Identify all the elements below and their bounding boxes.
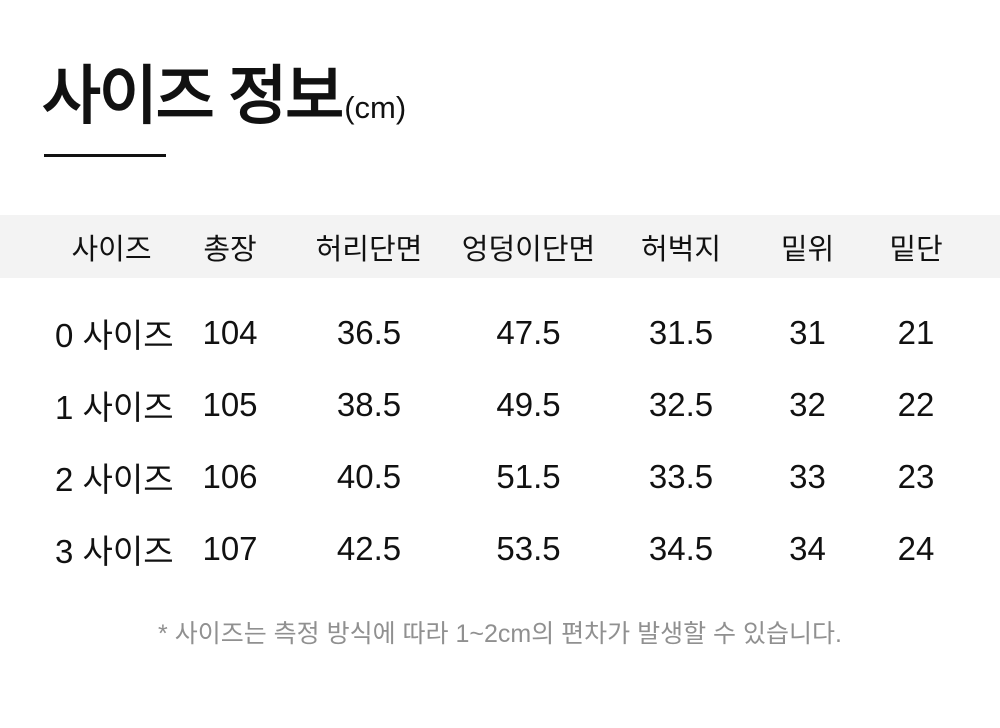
table-cell: 49.5 xyxy=(496,386,561,423)
title-line: 사이즈 정보 (cm) xyxy=(42,64,1000,128)
table-cell: 33 xyxy=(789,458,826,495)
table-cell: 32 xyxy=(789,386,826,423)
table-cell: 36.5 xyxy=(336,314,402,351)
size-table: 사이즈 총장 허리단면 엉덩이단면 허벅지 밑위 밑단 0 사이즈 104 36… xyxy=(0,215,1000,585)
table-cell: 53.5 xyxy=(496,530,561,567)
header-cell-size: 사이즈 xyxy=(71,233,152,266)
table-cell: 38.5 xyxy=(336,386,402,423)
table-cell: 106 xyxy=(202,458,258,495)
table-cell: 31.5 xyxy=(648,314,714,351)
row-label: 0 사이즈 xyxy=(55,317,174,354)
table-cell: 42.5 xyxy=(336,530,402,567)
title-underline xyxy=(44,154,166,157)
table-cell: 34 xyxy=(789,530,826,567)
row-label: 2 사이즈 xyxy=(55,461,174,498)
page-title: 사이즈 정보 xyxy=(42,60,344,132)
header-cell-hem: 밑단 xyxy=(889,233,943,266)
table-cell: 105 xyxy=(202,386,258,423)
row-label: 1 사이즈 xyxy=(55,389,174,426)
table-cell: 34.5 xyxy=(648,530,714,567)
table-row-size-1: 1 사이즈 105 38.5 49.5 32.5 32 22 xyxy=(0,369,1000,441)
row-label: 3 사이즈 xyxy=(55,533,174,570)
table-cell: 47.5 xyxy=(496,314,561,351)
table-cell: 104 xyxy=(202,314,258,351)
title-unit-label: (cm) xyxy=(344,90,407,125)
size-disclaimer-note: * 사이즈는 측정 방식에 따라 1~2cm의 편차가 발생할 수 있습니다. xyxy=(158,620,842,648)
table-cell: 22 xyxy=(897,386,935,423)
table-cell: 31 xyxy=(789,314,826,351)
header-cell-hip: 엉덩이단면 xyxy=(461,233,596,266)
header-cell-thigh: 허벅지 xyxy=(640,233,722,266)
table-cell: 32.5 xyxy=(648,386,714,423)
title-section: 사이즈 정보 (cm) xyxy=(0,0,1000,157)
header-cell-waist: 허리단면 xyxy=(315,233,423,266)
table-row-size-2: 2 사이즈 106 40.5 51.5 33.5 33 23 xyxy=(0,441,1000,513)
table-cell: 107 xyxy=(202,530,258,567)
table-row-size-0: 0 사이즈 104 36.5 47.5 31.5 31 21 xyxy=(0,297,1000,369)
table-cell: 51.5 xyxy=(496,458,561,495)
table-row-size-3: 3 사이즈 107 42.5 53.5 34.5 34 24 xyxy=(0,513,1000,585)
table-cell: 21 xyxy=(897,314,935,351)
header-cell-total-length: 총장 xyxy=(203,233,257,266)
table-cell: 33.5 xyxy=(648,458,714,495)
table-cell: 24 xyxy=(897,530,935,567)
table-body-spacer xyxy=(0,278,1000,297)
table-header-row: 사이즈 총장 허리단면 엉덩이단면 허벅지 밑위 밑단 xyxy=(0,215,1000,278)
table-cell: 23 xyxy=(897,458,935,495)
header-cell-rise: 밑위 xyxy=(780,233,835,266)
table-cell: 40.5 xyxy=(336,458,402,495)
